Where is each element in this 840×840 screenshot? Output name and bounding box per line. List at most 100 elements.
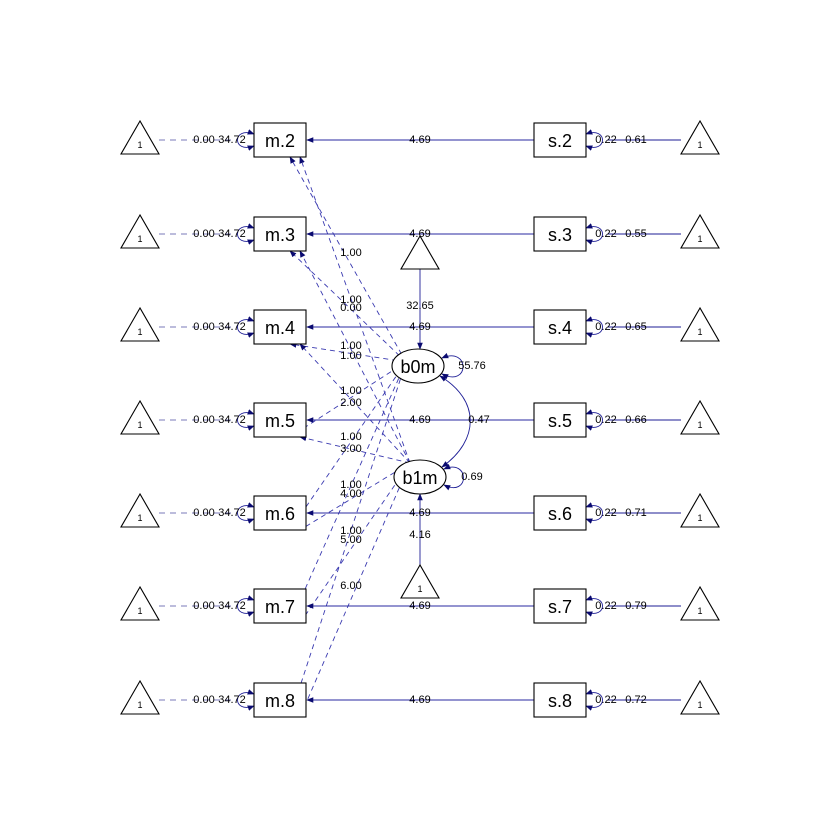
node-s4-label: s.4 — [548, 318, 572, 338]
latent-b1m-label: b1m — [402, 468, 437, 488]
b1-variance-label: 0.69 — [461, 471, 482, 483]
intercept-triangle-s8 — [680, 679, 720, 715]
s-mean-label-8: 0.72 — [625, 694, 646, 706]
intercept-triangle-m6 — [120, 492, 160, 528]
node-m6 — [253, 495, 307, 531]
s-mean-label-4: 0.65 — [625, 321, 646, 333]
b1-mean-label: 4.16 — [409, 529, 430, 541]
node-m6-label: m.6 — [265, 504, 295, 524]
intercept-triangle-m6-label: 1 — [137, 513, 142, 523]
intercept-triangle-s7-label: 1 — [697, 606, 702, 616]
nodes-layer — [120, 119, 720, 718]
node-m7-label: m.7 — [265, 597, 295, 617]
node-m5 — [253, 402, 307, 438]
intercept-triangle-s8-label: 1 — [697, 700, 702, 710]
node-s8-label: s.8 — [548, 691, 572, 711]
node-s8 — [533, 682, 587, 718]
b1-loading-label-5: 3.00 — [340, 443, 361, 455]
m-variance-label-2: 34.72 — [218, 134, 246, 146]
intercept-triangle-s7 — [680, 585, 720, 621]
m-variance-label-8: 34.72 — [218, 694, 246, 706]
b0-loading-label-5: 1.00 — [340, 385, 361, 397]
b0-loading-label-3: 1.00 — [340, 294, 361, 306]
m-variance-loop-7 — [237, 595, 255, 617]
node-s3-label: s.3 — [548, 225, 572, 245]
loading-b1-3 — [299, 250, 411, 464]
s-variance-label-4: 0.22 — [595, 321, 616, 333]
s-mean-label-6: 0.71 — [625, 507, 646, 519]
intercept-triangle-m5-label: 1 — [137, 420, 142, 430]
m-mean-label-6: 0.00 — [193, 507, 214, 519]
s-variance-loop-4 — [585, 316, 603, 338]
intercept-triangle-s3 — [680, 213, 720, 249]
s-variance-label-3: 0.22 — [595, 228, 616, 240]
b0-b1-covariance-edge — [439, 375, 471, 468]
b1-variance-loop — [443, 463, 464, 491]
intercept-triangle-s6 — [680, 492, 720, 528]
regression-label-8: 4.69 — [409, 694, 430, 706]
loading-b1-2 — [299, 156, 411, 464]
node-s6-label: s.6 — [548, 504, 572, 524]
latent-b1m — [393, 459, 447, 495]
intercept-triangle-s4 — [680, 306, 720, 342]
m-variance-loop-4 — [237, 316, 255, 338]
b0-loading-label-7: 1.00 — [340, 479, 361, 491]
s-mean-label-3: 0.55 — [625, 228, 646, 240]
regression-label-2: 4.69 — [409, 134, 430, 146]
regression-label-7: 4.69 — [409, 600, 430, 612]
intercept-triangle-s2 — [680, 119, 720, 155]
m-variance-loop-2 — [237, 129, 255, 151]
regression-label-4: 4.69 — [409, 321, 430, 333]
m-variance-label-6: 34.72 — [218, 507, 246, 519]
s-variance-loop-7 — [585, 595, 603, 617]
b0-b1-covariance-label: 0.47 — [468, 414, 489, 426]
regression-label-6: 4.69 — [409, 507, 430, 519]
s-variance-loop-8 — [585, 689, 603, 711]
m-variance-loop-8 — [237, 689, 255, 711]
b1-loading-label-7: 5.00 — [340, 534, 361, 546]
intercept-triangle-m3-label: 1 — [137, 234, 142, 244]
m-variance-label-5: 34.72 — [218, 414, 246, 426]
labels-layer: 1 1 m.2 s.2 0.00 34.72 0.22 0.61 4.69 1 1 m.3 s.3 0.0… — [137, 131, 702, 711]
intercept-triangle-b1-label: 1 — [417, 584, 422, 594]
node-s3 — [533, 216, 587, 252]
b0-loading-label-8: 1.00 — [340, 525, 361, 537]
loading-b0-7 — [289, 361, 407, 624]
loading-b0-2 — [289, 156, 407, 363]
m-variance-loop-3 — [237, 223, 255, 245]
s-variance-label-7: 0.22 — [595, 600, 616, 612]
intercept-triangle-m3 — [120, 213, 160, 249]
node-s4 — [533, 309, 587, 345]
s-variance-label-2: 0.22 — [595, 134, 616, 146]
m-variance-loop-6 — [237, 502, 255, 524]
s-variance-loop-5 — [585, 409, 603, 431]
intercept-triangle-m5 — [120, 399, 160, 435]
regression-label-5: 4.69 — [409, 414, 430, 426]
node-m5-label: m.5 — [265, 411, 295, 431]
loading-b1-6 — [299, 462, 411, 531]
m-mean-label-4: 0.00 — [193, 321, 214, 333]
b0-variance-loop — [441, 352, 464, 380]
node-s6 — [533, 495, 587, 531]
intercept-triangle-m8-label: 1 — [137, 700, 142, 710]
m-mean-label-3: 0.00 — [193, 228, 214, 240]
intercept-triangle-s3-label: 1 — [697, 234, 702, 244]
intercept-triangle-m2 — [120, 119, 160, 155]
loading-b1-8 — [299, 462, 411, 718]
m-variance-label-4: 34.72 — [218, 321, 246, 333]
intercept-triangle-m4-label: 1 — [137, 327, 142, 337]
node-s5 — [533, 402, 587, 438]
m-variance-loop-5 — [237, 409, 255, 431]
intercept-triangle-m8 — [120, 679, 160, 715]
s-variance-loop-2 — [585, 129, 603, 151]
node-m3 — [253, 216, 307, 252]
s-variance-loop-6 — [585, 502, 603, 524]
m-mean-label-5: 0.00 — [193, 414, 214, 426]
intercept-triangle-m7 — [120, 585, 160, 621]
intercept-triangle-b0 — [400, 234, 440, 270]
m-mean-label-2: 0.00 — [193, 134, 214, 146]
b1-loading-label-4: 2.00 — [340, 397, 361, 409]
s-variance-label-8: 0.22 — [595, 694, 616, 706]
latent-b0m — [391, 348, 445, 384]
